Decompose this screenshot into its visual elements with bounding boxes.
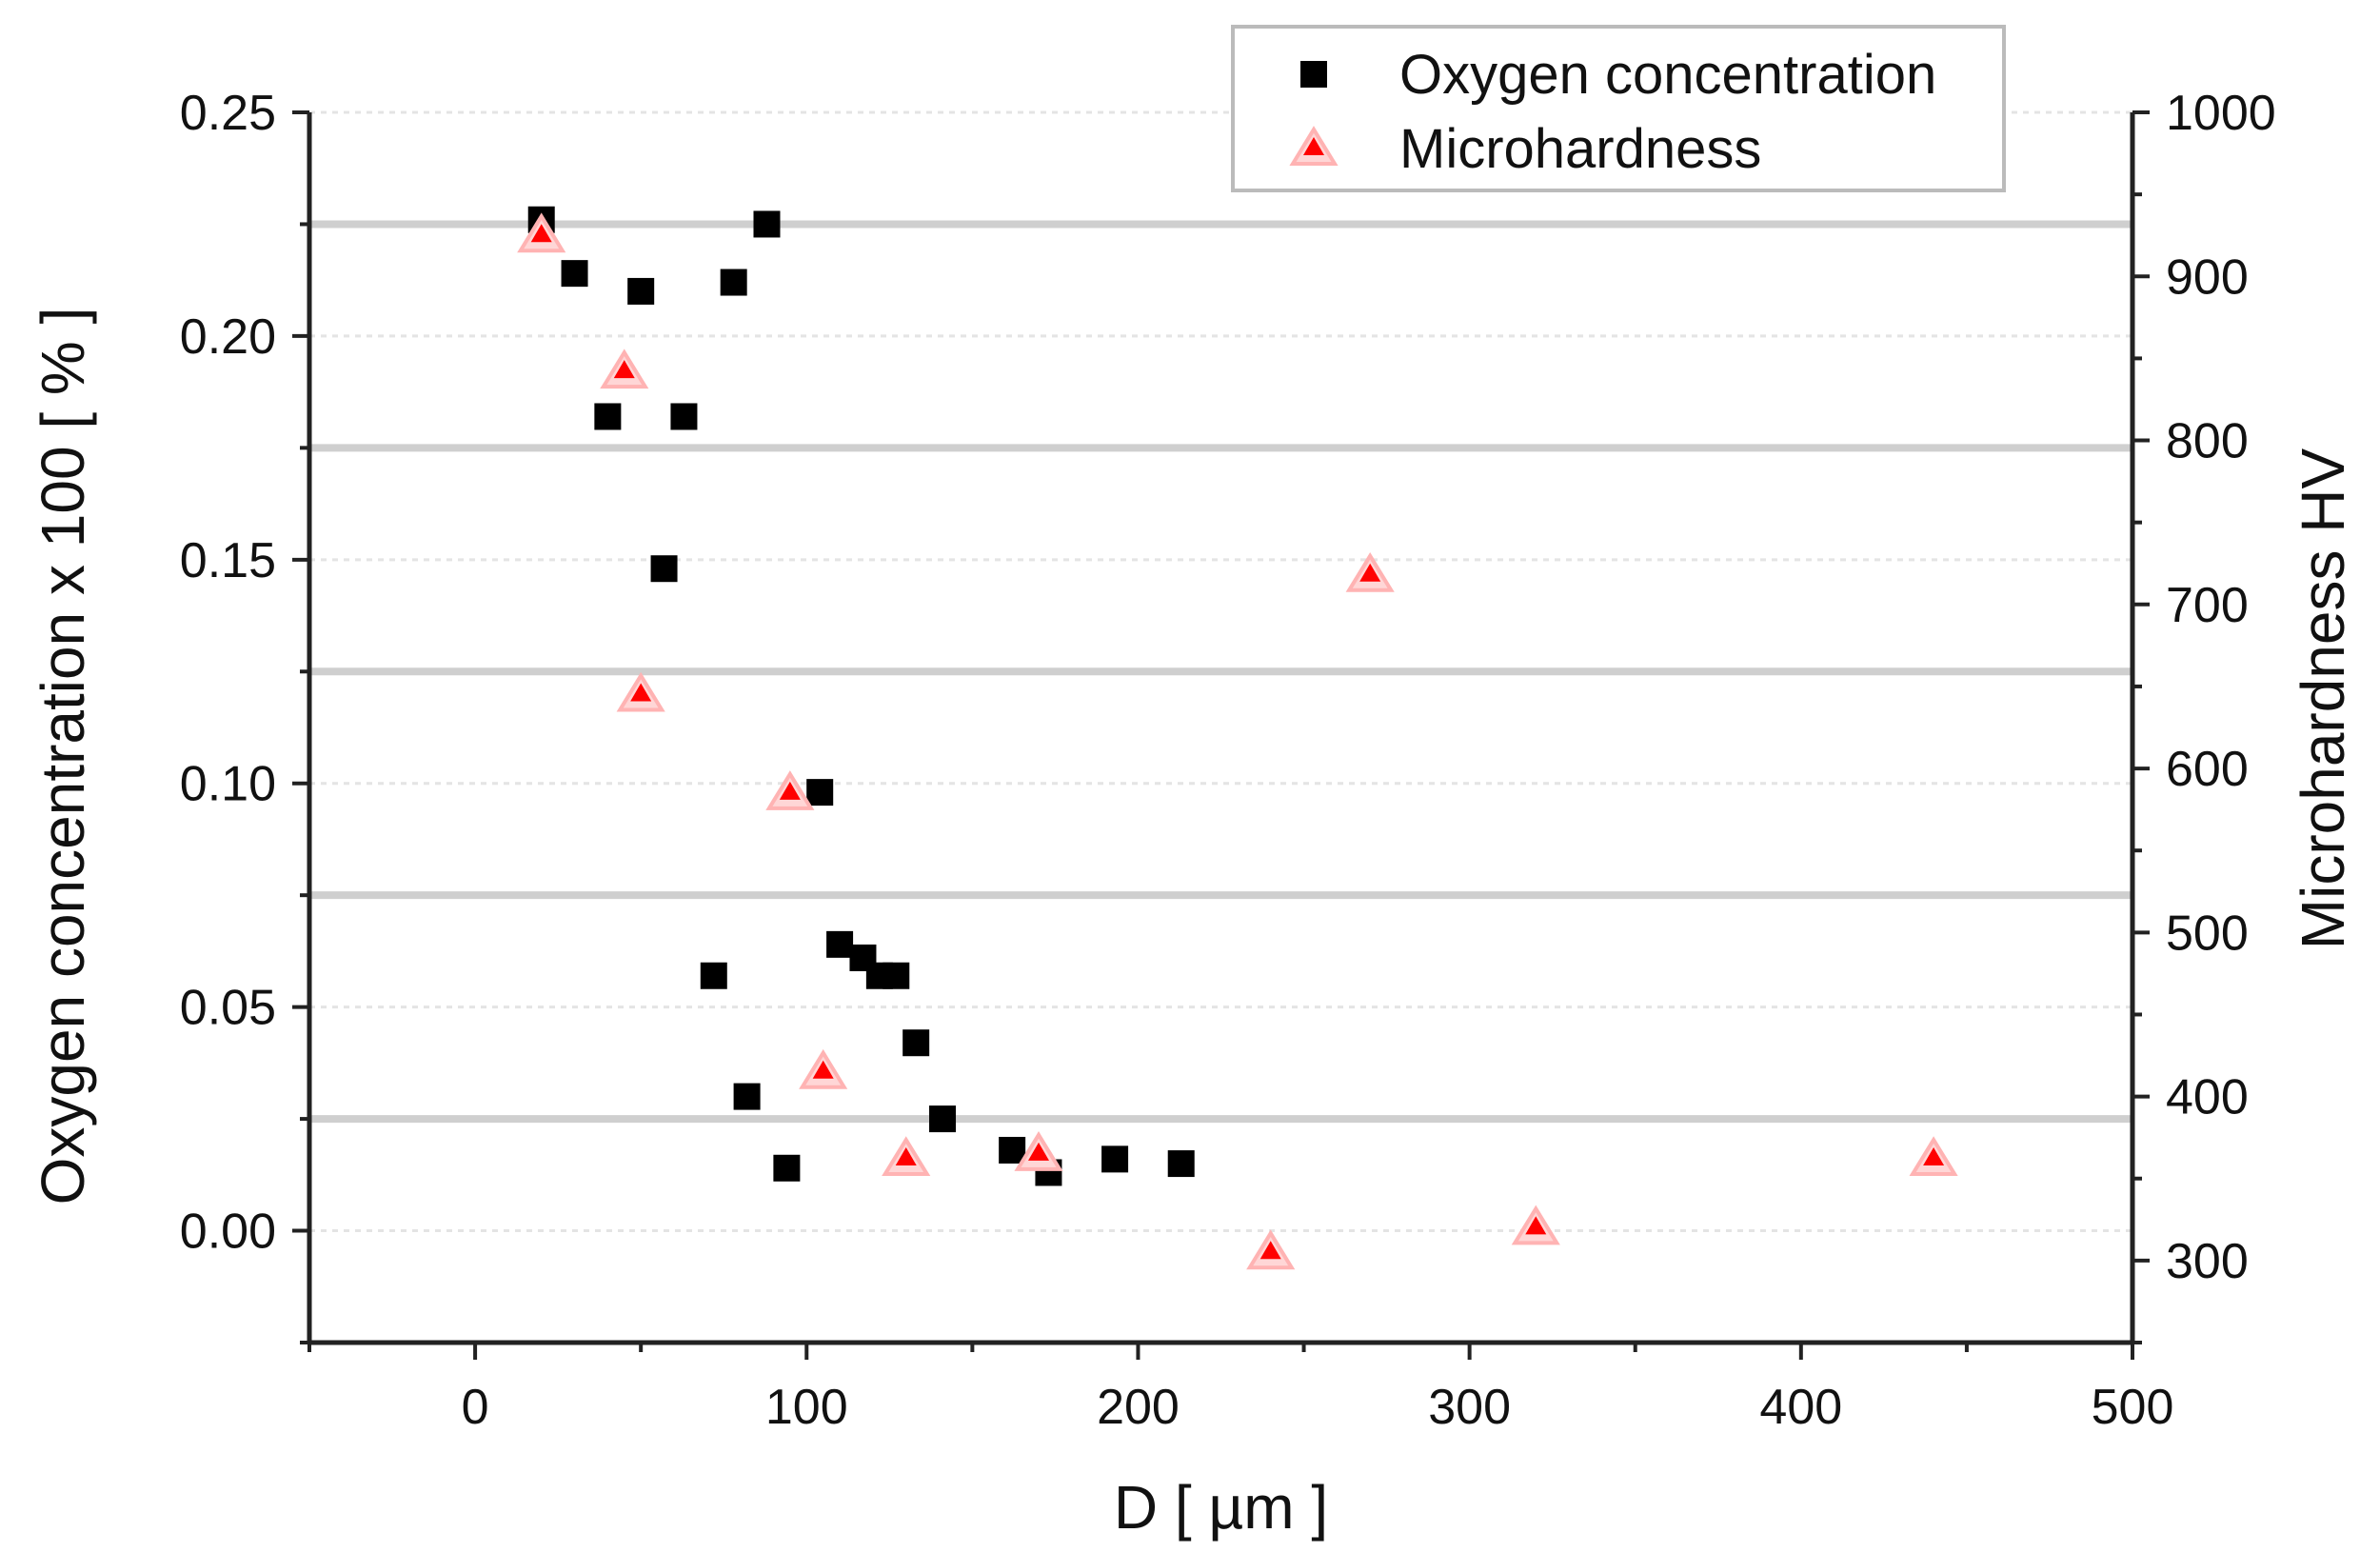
microhardness-point <box>1014 1131 1063 1171</box>
microhardness-point <box>600 348 649 389</box>
microhardness-point <box>882 1136 931 1177</box>
microhardness-point <box>1345 551 1395 592</box>
microhardness-point <box>1289 126 1339 166</box>
oxygen-point <box>773 1154 801 1182</box>
microhardness-point <box>765 770 815 810</box>
legend-label-microhardness: Microhardness <box>1399 118 1761 180</box>
x-tick-label: 0 <box>462 1380 489 1435</box>
y2-tick-label: 700 <box>2166 578 2249 633</box>
microhardness-point <box>1909 1136 1958 1177</box>
oxygen-point <box>1167 1150 1195 1178</box>
x-tick-label: 300 <box>1428 1380 1511 1435</box>
y-tick-label: 0.15 <box>180 533 276 588</box>
oxygen-point <box>753 210 781 238</box>
oxygen-point <box>826 930 854 958</box>
microhardness-point-core <box>1303 137 1324 155</box>
y2-axis-title: Microhardness HV <box>2289 448 2357 949</box>
oxygen-point <box>650 555 678 583</box>
gridlines <box>309 110 2132 1233</box>
microhardness-point <box>517 212 566 253</box>
microhardness-point <box>1511 1205 1560 1245</box>
oxygen-point <box>1300 61 1327 88</box>
y2-tick-label: 600 <box>2166 742 2249 797</box>
microhardness-point-core <box>779 781 801 800</box>
oxygen-point <box>700 962 727 989</box>
microhardness-point-core <box>895 1147 917 1166</box>
oxygen-point <box>720 269 747 296</box>
microhardness-point-core <box>1028 1142 1049 1161</box>
y2-tick-label: 300 <box>2166 1234 2249 1289</box>
y-tick-label: 0.20 <box>180 309 276 365</box>
oxygen-point <box>561 260 588 288</box>
x-tick-label: 100 <box>765 1380 848 1435</box>
axis-titles: D [ µm ] Oxygen concentration x 100 [ % ]… <box>29 308 2357 1542</box>
microhardness-point-core <box>530 224 552 243</box>
microhardness-point-core <box>1923 1147 1945 1166</box>
data-marks <box>517 206 1958 1270</box>
x-axis-title: D [ µm ] <box>1114 1473 1328 1542</box>
microhardness-point-core <box>1525 1216 1547 1235</box>
oxygen-point <box>902 1029 930 1057</box>
y-tick-label: 0.25 <box>180 86 276 141</box>
oxygen-point <box>883 962 910 989</box>
legend-label-oxygen: Oxygen concentration <box>1399 44 1936 106</box>
legend-symbol-oxygen <box>1300 61 1327 88</box>
oxygen-series <box>527 206 1195 1186</box>
y2-tick-label: 900 <box>2166 249 2249 305</box>
microhardness-point-core <box>812 1060 834 1079</box>
y2-tick-label: 800 <box>2166 414 2249 469</box>
oxygen-point <box>594 403 622 430</box>
y-tick-label: 0.00 <box>180 1205 276 1260</box>
microhardness-point-core <box>613 360 635 379</box>
y-axis-title: Oxygen concentration x 100 [ % ] <box>29 308 97 1205</box>
legend: Oxygen concentration Microhardness <box>1231 25 2006 192</box>
microhardness-point <box>799 1048 848 1089</box>
oxygen-point <box>627 277 655 305</box>
y-tick-label: 0.10 <box>180 757 276 812</box>
x-tick-label: 500 <box>2092 1380 2174 1435</box>
oxygen-point <box>806 779 834 806</box>
oxygen-point <box>999 1136 1026 1164</box>
microhardness-point-core <box>1259 1241 1281 1260</box>
microhardness-point-core <box>1359 563 1381 582</box>
x-tick-label: 200 <box>1097 1380 1180 1435</box>
plot-frame <box>307 112 2135 1345</box>
legend-box <box>1231 25 2006 192</box>
y2-tick-label: 500 <box>2166 906 2249 961</box>
y-tick-label: 0.05 <box>180 981 276 1036</box>
microhardness-series <box>517 212 1958 1270</box>
axis-ticks: 0 100 200 300 400 500 0.00 0.05 0.10 0.15 0.20 0.25… <box>180 86 2276 1435</box>
microhardness-point-core <box>630 683 652 702</box>
oxygen-point <box>1101 1145 1129 1173</box>
microhardness-point <box>616 671 665 712</box>
y2-tick-label: 1000 <box>2166 86 2276 141</box>
legend-symbol-microhardness <box>1289 126 1339 166</box>
oxygen-point <box>733 1083 761 1110</box>
y2-tick-label: 400 <box>2166 1070 2249 1125</box>
microhardness-point <box>1246 1229 1296 1270</box>
oxygen-point <box>670 403 698 430</box>
x-tick-label: 400 <box>1759 1380 1842 1435</box>
oxygen-point <box>929 1105 957 1133</box>
